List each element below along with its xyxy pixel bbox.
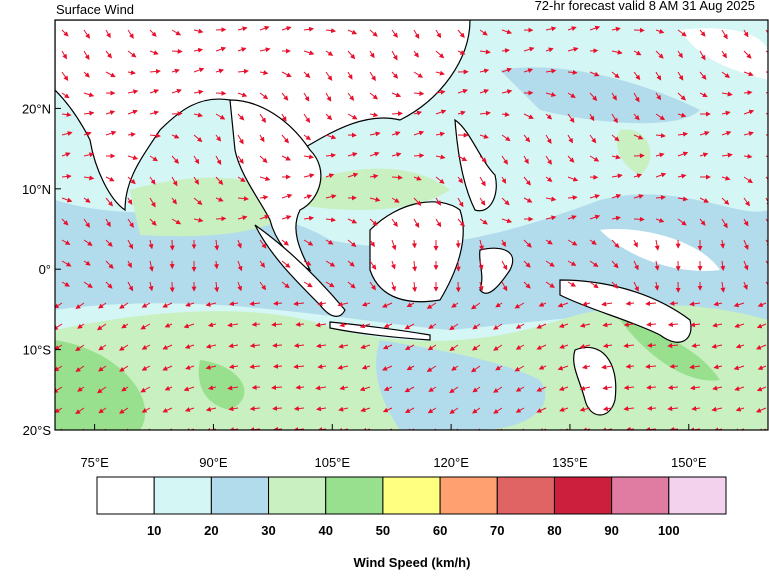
colorbar-swatch (154, 477, 211, 514)
wind-arrow (274, 366, 282, 367)
map-title: Surface Wind (56, 2, 134, 17)
y-tick-label: 0° (39, 262, 51, 277)
colorbar-tick-label: 10 (147, 523, 161, 538)
x-tick-label: 90°E (199, 455, 228, 470)
wind-arrow (392, 113, 402, 114)
wind-arrow (172, 51, 182, 52)
wind-arrow (216, 93, 225, 94)
colorbar-tick-label: 60 (433, 523, 447, 538)
wind-arrow (458, 282, 459, 291)
y-tick-label: 20°S (23, 423, 52, 438)
colorbar-swatch (612, 477, 669, 514)
colorbar-tick-label: 90 (604, 523, 618, 538)
map-field (55, 20, 768, 430)
colorbar-tick-label: 100 (658, 523, 680, 538)
wind-arrow (634, 219, 644, 220)
x-tick-label: 105°E (314, 455, 350, 470)
colorbar: 10 20 30 40 50 60 70 80 90 100 (97, 477, 726, 538)
colorbar-tick-label: 40 (318, 523, 332, 538)
colorbar-swatch (269, 477, 326, 514)
map-subtitle: 72-hr forecast valid 8 AM 31 Aug 2025 (535, 0, 755, 13)
colorbar-swatch (383, 477, 440, 514)
colorbar-swatch (440, 477, 497, 514)
x-tick-label: 120°E (433, 455, 469, 470)
colorbar-swatch (211, 477, 268, 514)
colorbar-label: Wind Speed (km/h) (354, 555, 471, 570)
wind-arrow (216, 218, 225, 219)
y-tick-label: 10°S (23, 343, 52, 358)
colorbar-swatch (326, 477, 383, 514)
colorbar-swatch (669, 477, 726, 514)
y-tick-label: 10°N (22, 182, 51, 197)
colorbar-tick-label: 50 (376, 523, 390, 538)
colorbar-tick-label: 30 (261, 523, 275, 538)
wind-arrow (648, 408, 656, 409)
colorbar-tick-label: 80 (547, 523, 561, 538)
x-tick-label: 135°E (552, 455, 588, 470)
y-tick-label: 20°N (22, 101, 51, 116)
colorbar-swatch (554, 477, 611, 514)
colorbar-tick-label: 70 (490, 523, 504, 538)
wind-arrow (458, 261, 459, 271)
colorbar-tick-label: 20 (204, 523, 218, 538)
wind-arrow (648, 345, 656, 346)
colorbar-swatch (97, 477, 154, 514)
x-tick-label: 150°E (671, 455, 707, 470)
colorbar-swatch (497, 477, 554, 514)
wind-arrow (274, 303, 282, 304)
wind-arrow (172, 113, 182, 114)
x-tick-label: 75°E (80, 455, 109, 470)
